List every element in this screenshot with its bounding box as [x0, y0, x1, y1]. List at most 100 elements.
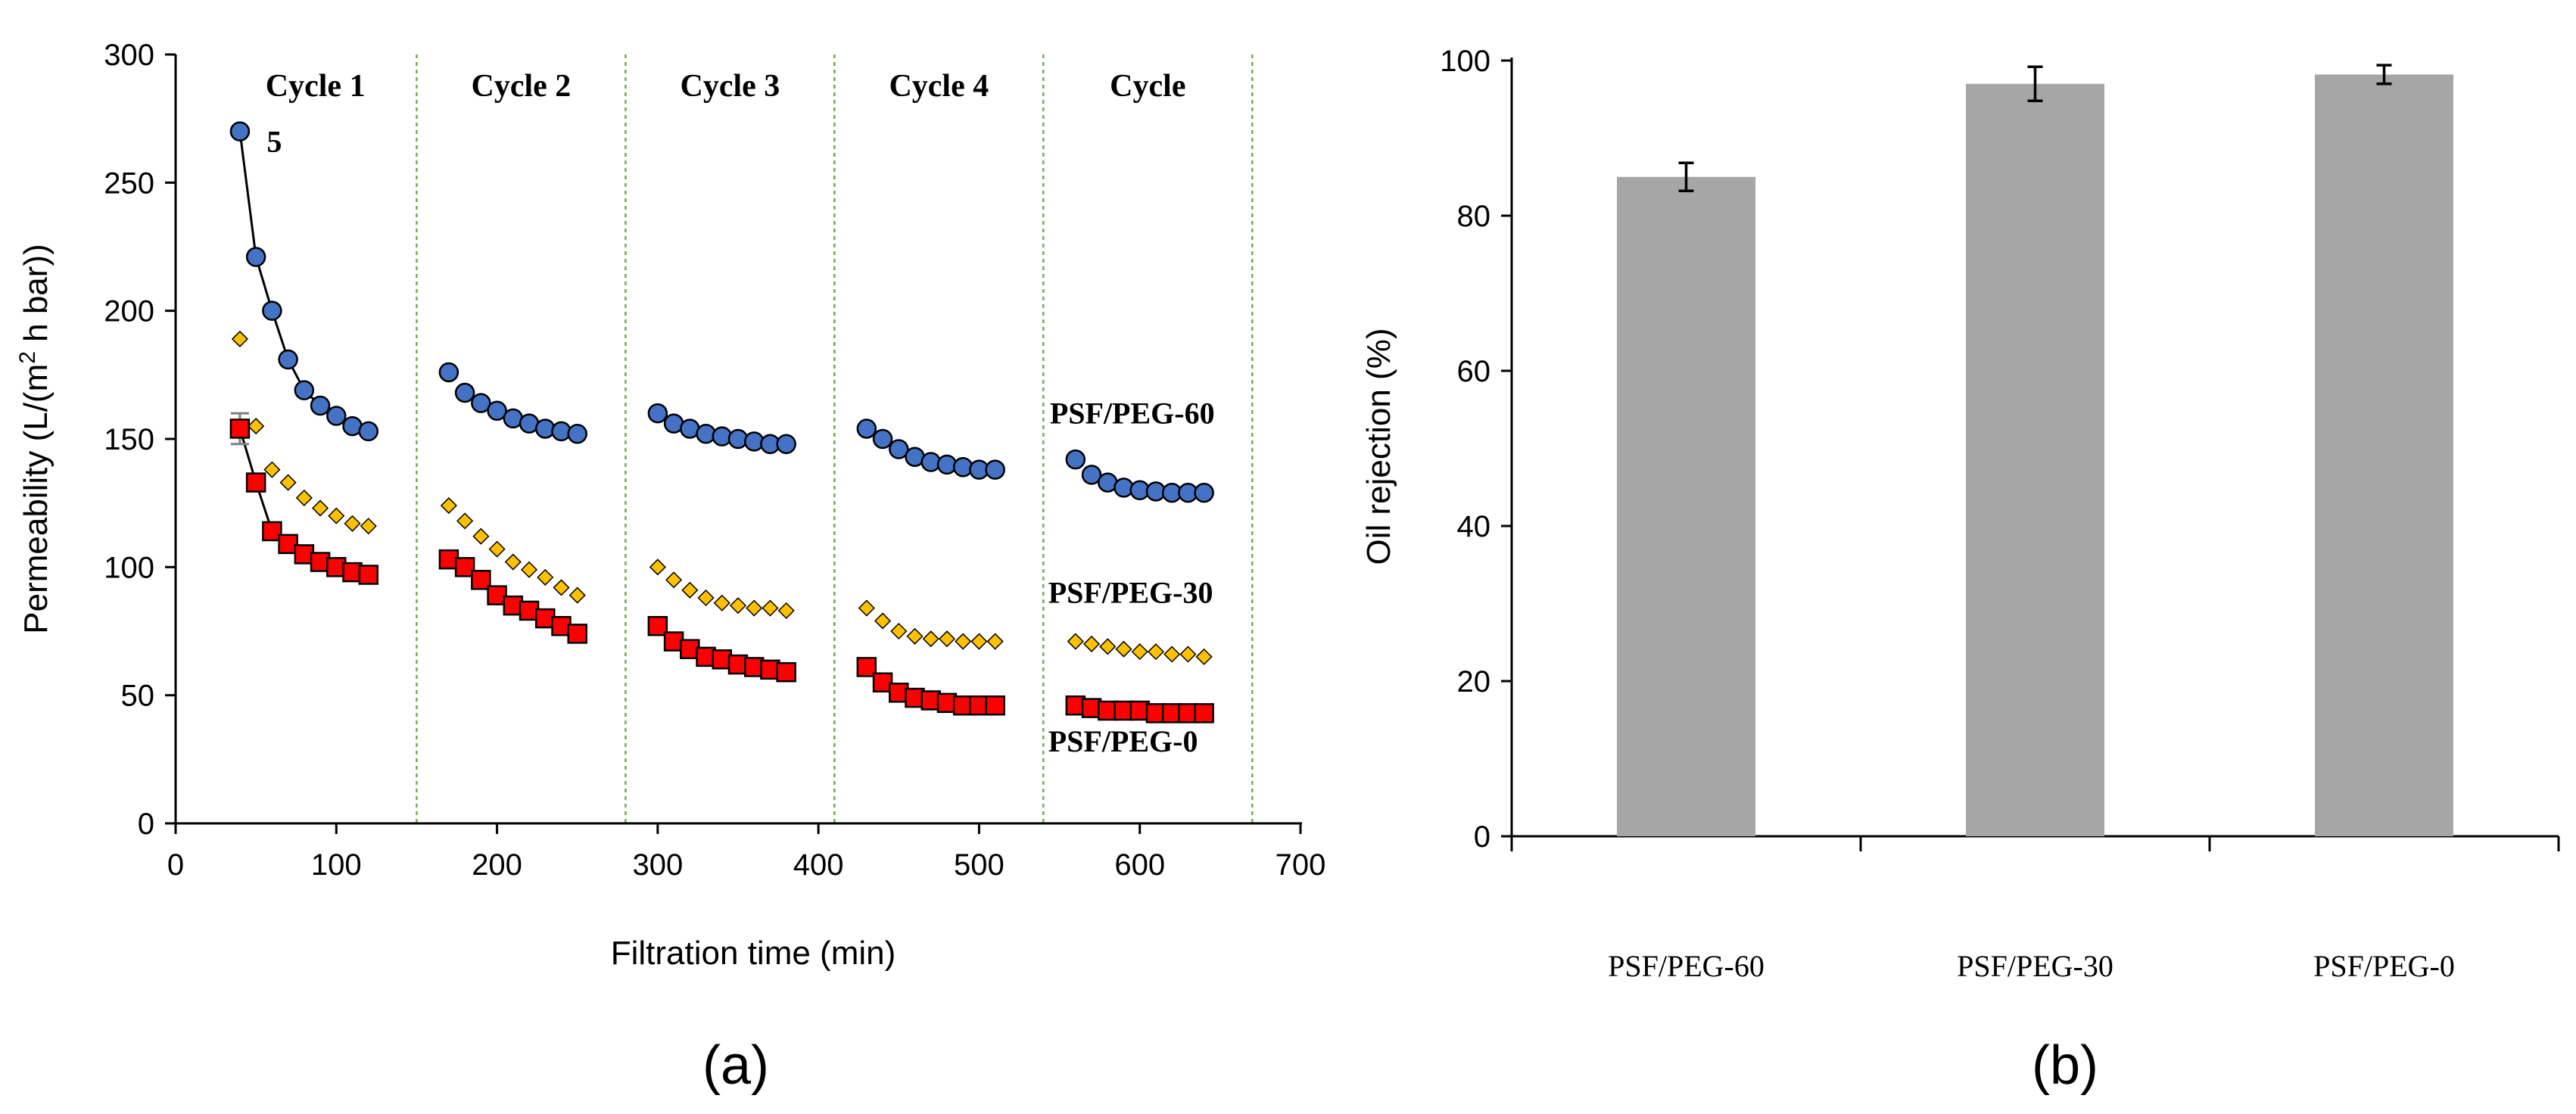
data-point-peg30	[938, 630, 956, 648]
data-point-peg30	[874, 612, 892, 630]
data-point-peg30	[537, 568, 554, 586]
y-axis-title: Oil rejection (%)	[1360, 328, 1397, 565]
x-tick-label: 400	[793, 848, 844, 882]
data-point-peg60	[856, 419, 877, 439]
data-point-peg60	[920, 452, 941, 472]
data-point-peg60	[696, 423, 716, 444]
data-point-peg30	[520, 561, 538, 578]
data-point-peg30	[440, 496, 457, 515]
data-point-peg0	[567, 624, 587, 644]
data-point-peg30	[1179, 646, 1197, 663]
data-point-peg60	[471, 393, 491, 413]
data-point-peg60	[1114, 478, 1134, 498]
data-point-peg30	[1082, 635, 1101, 652]
data-point-peg60	[438, 362, 459, 383]
y-tick-label: 20	[1457, 665, 1491, 699]
series-label: PSF/PEG-60	[1050, 397, 1215, 431]
data-point-peg30	[955, 633, 972, 650]
cycle-label: Cycle 4	[889, 69, 989, 104]
data-point-peg60	[743, 431, 765, 452]
data-point-peg30	[360, 518, 377, 535]
cycle-label: Cycle 2	[472, 69, 572, 104]
data-point-peg60	[358, 421, 378, 442]
error-bar	[1678, 161, 1694, 192]
oil-rejection-chart: 0 20 40 60 80 100 Oil rejection (%) PSF/PEG-60 P…	[1360, 45, 2560, 983]
data-point-peg60	[278, 349, 298, 370]
data-point-peg0	[262, 521, 282, 542]
data-point-peg30	[970, 633, 988, 650]
error-bar	[2027, 65, 2043, 103]
data-point-peg30	[1131, 643, 1148, 661]
data-point-peg30	[1195, 648, 1213, 665]
data-point-peg60	[551, 421, 572, 442]
panel-b-label: (b)	[2032, 1035, 2098, 1096]
data-point-peg30	[1099, 638, 1117, 655]
data-point-peg30	[1115, 640, 1132, 658]
data-point-peg60	[294, 380, 315, 400]
x-tick-label: 100	[311, 848, 362, 882]
data-point-peg30	[328, 507, 345, 524]
data-point-peg60	[936, 454, 958, 475]
data-point-peg60	[727, 428, 749, 450]
x-tick-label: 600	[1114, 848, 1165, 882]
category-label: PSF/PEG-30	[1957, 949, 2113, 983]
data-point-peg60	[712, 426, 733, 447]
data-point-peg30	[295, 489, 313, 506]
data-point-peg30	[665, 571, 683, 589]
data-point-peg0	[358, 565, 378, 585]
data-point-peg0	[245, 472, 266, 493]
data-point-peg30	[568, 587, 586, 604]
data-point-peg30	[488, 540, 506, 558]
data-point-peg0	[1194, 703, 1214, 723]
x-tick-label: 700	[1276, 848, 1326, 882]
data-point-peg30	[922, 630, 939, 648]
data-point-peg60	[952, 457, 973, 478]
data-point-peg60	[326, 406, 347, 426]
data-point-peg30	[858, 599, 875, 617]
data-point-peg60	[872, 428, 893, 450]
y-axis-title: Permeability (L/(m2 h bar))	[15, 244, 55, 633]
data-point-peg30	[553, 579, 570, 596]
y-tick-label: 0	[1474, 820, 1490, 854]
y-tick-label: 60	[1457, 355, 1491, 388]
data-point-peg30	[279, 474, 297, 491]
data-point-peg30	[1147, 643, 1165, 661]
data-point-peg0	[776, 661, 796, 683]
data-point-peg60	[535, 419, 556, 439]
data-point-peg60	[262, 300, 282, 321]
data-point-peg60	[1065, 449, 1086, 470]
bar-psf-peg-0	[2315, 74, 2453, 836]
data-point-peg60	[776, 434, 796, 455]
data-point-peg30	[248, 418, 265, 435]
y-tick-label: 150	[104, 423, 154, 456]
y-tick-label: 200	[104, 295, 154, 328]
data-point-peg30	[1163, 646, 1181, 663]
data-point-peg60	[647, 403, 668, 424]
y-tick-label: 0	[138, 807, 154, 841]
data-point-peg30	[890, 622, 908, 640]
data-point-peg0	[985, 695, 1005, 716]
category-label: PSF/PEG-0	[2313, 949, 2455, 983]
data-point-peg30	[697, 589, 715, 607]
data-point-peg30	[777, 602, 795, 619]
x-tick-label: 200	[472, 848, 522, 882]
cycle-label: Cycle 3	[680, 69, 780, 104]
series-label: PSF/PEG-30	[1048, 576, 1213, 610]
data-point-peg60	[454, 382, 475, 403]
bar-psf-peg-30	[1966, 83, 2104, 836]
data-point-peg60	[310, 395, 331, 416]
data-point-peg30	[713, 594, 730, 611]
data-point-peg30	[311, 499, 329, 517]
cycle-label: Cycle 1	[266, 69, 366, 104]
data-point-peg60	[1194, 482, 1214, 503]
data-point-peg30	[729, 597, 747, 615]
y-tick-label: 100	[104, 551, 154, 584]
series-label: PSF/PEG-0	[1048, 724, 1198, 758]
data-point-peg30	[504, 553, 522, 571]
data-point-peg60	[229, 121, 251, 142]
data-point-peg30	[986, 633, 1004, 650]
data-point-peg30	[456, 512, 474, 530]
y-tick-label: 250	[104, 166, 154, 200]
category-label: PSF/PEG-60	[1608, 949, 1765, 983]
